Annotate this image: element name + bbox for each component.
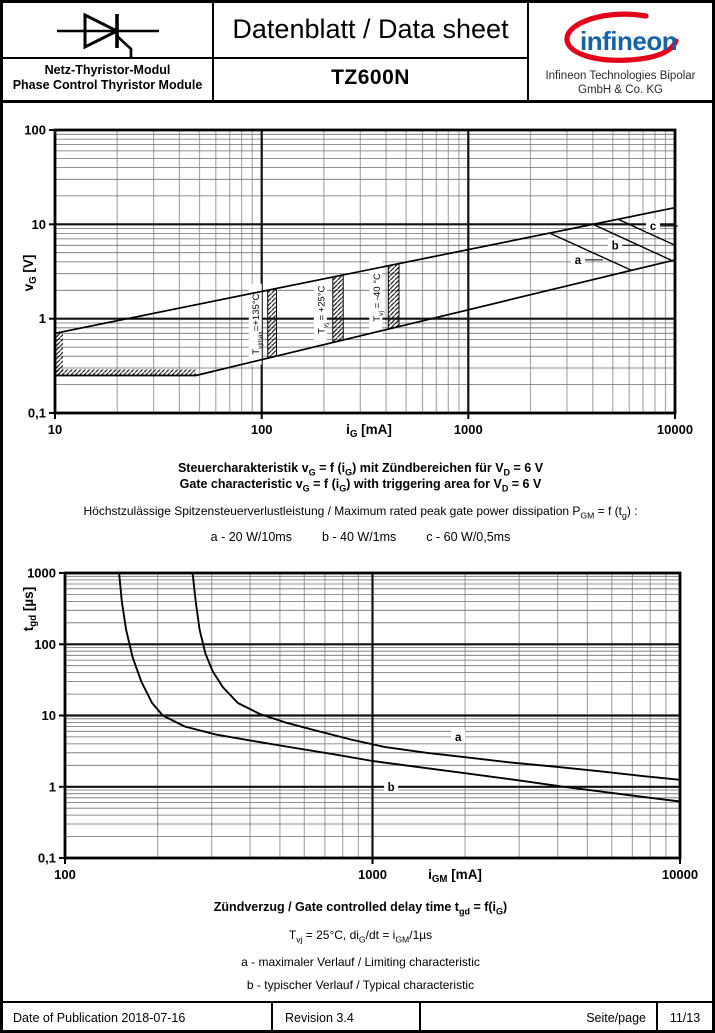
header-cell-brand: infineon Infineon Technologies Bipolar G… (529, 3, 712, 100)
gate-characteristic-chart: Tvjmax=+135°C Tvj = +25°C Tvj = -40 °Cabc1… (21, 123, 693, 441)
page-number: 11/13 (669, 1010, 701, 1025)
svg-text:100: 100 (24, 123, 46, 138)
svg-text:0,1: 0,1 (38, 851, 56, 866)
chart2-title: Zündverzug / Gate controlled delay time … (213, 900, 508, 917)
tick-labels: 10 100 1000 10000 100 10 1 0,1 (24, 123, 693, 438)
trigger-current-bar (267, 287, 277, 359)
y-axis-title: vG [V] (21, 255, 39, 292)
legend-item-a: a - 20 W/10ms (210, 530, 292, 544)
svg-text:Tvjmax=+135°C: Tvjmax=+135°C (251, 293, 264, 354)
chart2-conditions: Tvj = 25°C, diG/dt = iGM/1µs (288, 928, 433, 945)
grid-minor-y (55, 133, 675, 386)
svg-text:10: 10 (32, 217, 46, 232)
svg-text:1: 1 (49, 779, 56, 794)
publication-date: Date of Publication 2018-07-16 (3, 1003, 273, 1030)
temperature-label: Tvjmax=+135°C (248, 283, 264, 365)
svg-text:10: 10 (42, 708, 56, 723)
header: Netz-Thyristor-Modul Phase Control Thyri… (3, 3, 712, 103)
x-axis-title: iG [mA] (346, 422, 392, 440)
header-cell-product: Netz-Thyristor-Modul Phase Control Thyri… (3, 3, 212, 100)
svg-text:100: 100 (54, 867, 76, 882)
header-row-divider (3, 57, 529, 59)
min-gate-voltage-hatch (56, 369, 196, 376)
svg-text:100: 100 (34, 637, 56, 652)
series-a-PGM-20-W-10ms (549, 232, 632, 272)
thyristor-icon (57, 12, 159, 57)
footer: Date of Publication 2018-07-16 Revision … (3, 1001, 712, 1030)
gate-delay-time-chart: a b 100 1000 10000 1000 100 10 1 0,1 iGM [mA] tgd [… (21, 566, 698, 886)
chart1-title-en: Gate characteristic vG = f (iG) with tri… (179, 477, 542, 494)
revision: Revision 3.4 (273, 1003, 421, 1030)
company-name: Infineon Technologies Bipolar GmbH & Co.… (545, 70, 696, 96)
header-divider-2 (527, 3, 529, 100)
min-gate-current-hatch (56, 333, 63, 376)
page-label: Seite/page (421, 1003, 658, 1030)
product-family-en: Phase Control Thyristor Module (12, 78, 203, 92)
svg-text:tgd [µs]: tgd [µs] (21, 587, 39, 631)
document-title: Datenblatt / Data sheet (232, 14, 509, 44)
part-number: TZ600N (331, 66, 410, 89)
svg-text:Tvj = +25°C: Tvj = +25°C (316, 285, 329, 333)
product-family: Netz-Thyristor-Modul Phase Control Thyri… (3, 63, 212, 93)
y-axis-title: tgd [µs] (21, 587, 39, 631)
legend-item-b: b - 40 W/1ms (321, 530, 397, 544)
svg-text:100: 100 (251, 422, 273, 437)
trigger-current-bar (387, 262, 400, 330)
curve-label-b: b (388, 782, 395, 794)
svg-text:1: 1 (39, 311, 46, 326)
header-cell-title: Datenblatt / Data sheet TZ600N (214, 3, 527, 100)
svg-text:10000: 10000 (662, 867, 698, 882)
svg-text:0,1: 0,1 (28, 406, 46, 421)
svg-text:vG [V]: vG [V] (21, 255, 39, 292)
svg-text:10000: 10000 (657, 422, 693, 437)
chart2-legend-b: b - typischer Verlauf / Typical characte… (246, 978, 475, 992)
grid-major (55, 130, 675, 413)
legend-item-c: c - 60 W/0,5ms (426, 530, 511, 544)
curve-label-b: b (612, 240, 619, 252)
infineon-logo-icon: infineon (564, 11, 679, 63)
svg-text:10: 10 (48, 422, 62, 437)
series-triggering-area-lower-limit (55, 259, 676, 377)
series-triggering-area-upper-limit (54, 206, 676, 335)
svg-text:1000: 1000 (27, 566, 56, 581)
curve-label-c: c (650, 221, 657, 233)
product-family-de: Netz-Thyristor-Modul (44, 63, 171, 77)
plot-border (53, 128, 677, 415)
chart2-legend-a: a - maximaler Verlauf / Limiting charact… (241, 955, 480, 969)
temperature-label: Tvj = +25°C (313, 274, 329, 345)
grid-major (65, 573, 680, 858)
series-b-PGM-40-W-1ms (592, 223, 673, 262)
curve-label-a: a (575, 255, 582, 267)
svg-text:Tvj = -40 °C: Tvj = -40 °C (372, 273, 385, 322)
axis-ticks (59, 572, 681, 864)
series-b-typischer-Verlauf-Typical-characteristic (118, 572, 681, 803)
temperature-label: Tvj = -40 °C (369, 259, 385, 336)
infineon-logo-text: infineon (580, 26, 677, 56)
grid-minor-x (116, 130, 667, 413)
chart1-title-de: Steuercharakteristik vG = f (iG) mit Zün… (177, 461, 544, 478)
trigger-current-bar (332, 274, 344, 344)
series-c-PGM-60-W-0-5ms (617, 218, 676, 246)
chart1-legend: a - 20 W/10ms b - 40 W/1ms c - 60 W/0,5m… (3, 530, 712, 544)
x-axis-title: iGM [mA] (428, 867, 482, 885)
curve-label-a: a (455, 732, 462, 744)
series-a-maximaler-Verlauf-Limiting-characteristic (191, 572, 681, 781)
chart1-subtitle: Höchstzulässige Spitzensteuerverlustleis… (83, 504, 638, 521)
svg-text:1000: 1000 (454, 422, 483, 437)
tick-labels: 100 1000 10000 1000 100 10 1 0,1 (27, 566, 698, 883)
header-divider-1 (212, 3, 214, 100)
svg-text:1000: 1000 (358, 867, 387, 882)
axis-ticks (49, 129, 676, 419)
